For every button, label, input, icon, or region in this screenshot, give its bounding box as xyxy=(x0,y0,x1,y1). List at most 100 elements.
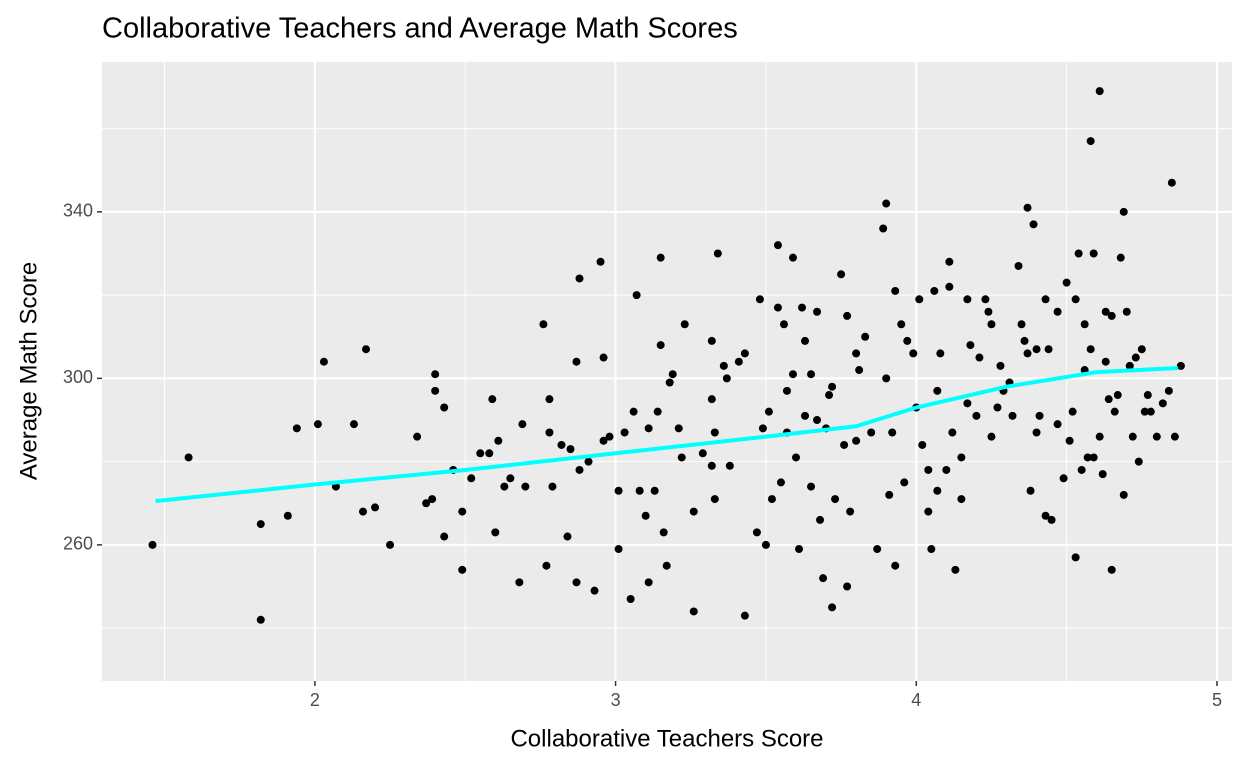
point xyxy=(837,270,846,279)
point xyxy=(1068,407,1077,416)
point xyxy=(707,461,716,470)
point xyxy=(680,320,689,329)
point xyxy=(689,507,698,516)
point xyxy=(431,370,440,379)
point xyxy=(861,332,870,341)
point xyxy=(1035,411,1044,420)
point xyxy=(722,374,731,383)
point xyxy=(632,291,641,300)
point xyxy=(1152,432,1161,441)
point xyxy=(283,511,292,520)
point xyxy=(521,482,530,491)
point xyxy=(1116,253,1125,262)
point xyxy=(951,565,960,574)
point xyxy=(641,511,650,520)
point xyxy=(644,424,653,433)
point xyxy=(605,432,614,441)
point xyxy=(1119,207,1128,216)
point xyxy=(900,478,909,487)
point xyxy=(548,482,557,491)
point xyxy=(918,440,927,449)
point xyxy=(500,482,509,491)
y-tick-label: 260 xyxy=(63,534,93,554)
point xyxy=(542,561,551,570)
point xyxy=(575,274,584,283)
point xyxy=(825,391,834,400)
point xyxy=(1071,295,1080,304)
point xyxy=(488,395,497,404)
point xyxy=(422,499,431,508)
point xyxy=(888,428,897,437)
point xyxy=(1008,411,1017,420)
point xyxy=(767,495,776,504)
point xyxy=(1041,295,1050,304)
point xyxy=(1125,361,1134,370)
point xyxy=(1095,432,1104,441)
x-tick-label: 5 xyxy=(1212,690,1222,710)
point xyxy=(644,578,653,587)
point xyxy=(1059,474,1068,483)
point xyxy=(1080,320,1089,329)
point xyxy=(776,478,785,487)
point xyxy=(1017,320,1026,329)
point xyxy=(458,565,467,574)
point xyxy=(1146,407,1155,416)
point xyxy=(635,486,644,495)
point xyxy=(807,482,816,491)
x-tick-label: 3 xyxy=(611,690,621,710)
point xyxy=(1032,428,1041,437)
point xyxy=(620,428,629,437)
point xyxy=(993,403,1002,412)
point xyxy=(1065,436,1074,445)
point xyxy=(948,428,957,437)
point xyxy=(1131,353,1140,362)
point xyxy=(891,561,900,570)
point xyxy=(924,507,933,516)
point xyxy=(371,503,380,512)
point xyxy=(933,386,942,395)
point xyxy=(1077,465,1086,474)
point xyxy=(572,578,581,587)
point xyxy=(677,453,686,462)
point xyxy=(665,378,674,387)
point xyxy=(689,607,698,616)
point xyxy=(1041,511,1050,520)
point xyxy=(773,303,782,312)
point xyxy=(867,428,876,437)
point xyxy=(885,490,894,499)
point xyxy=(584,457,593,466)
point xyxy=(713,249,722,258)
point xyxy=(1095,87,1104,96)
point xyxy=(1140,407,1149,416)
point xyxy=(1122,307,1131,316)
point xyxy=(467,474,476,483)
point xyxy=(852,436,861,445)
point xyxy=(975,353,984,362)
point xyxy=(1032,345,1041,354)
point xyxy=(362,345,371,354)
point xyxy=(773,241,782,250)
point xyxy=(930,286,939,295)
point xyxy=(572,357,581,366)
point xyxy=(828,382,837,391)
point xyxy=(386,540,395,549)
point xyxy=(788,253,797,262)
y-tick-label: 300 xyxy=(63,367,93,387)
point xyxy=(1047,515,1056,524)
x-tick-label: 2 xyxy=(310,690,320,710)
point xyxy=(963,399,972,408)
point xyxy=(1113,391,1122,400)
point xyxy=(1107,565,1116,574)
point xyxy=(662,561,671,570)
point xyxy=(903,336,912,345)
point xyxy=(674,424,683,433)
point xyxy=(1110,407,1119,416)
point xyxy=(791,453,800,462)
point xyxy=(840,440,849,449)
point xyxy=(915,295,924,304)
point xyxy=(596,257,605,266)
point xyxy=(882,374,891,383)
point xyxy=(945,282,954,291)
point xyxy=(897,320,906,329)
panel xyxy=(102,62,1232,681)
